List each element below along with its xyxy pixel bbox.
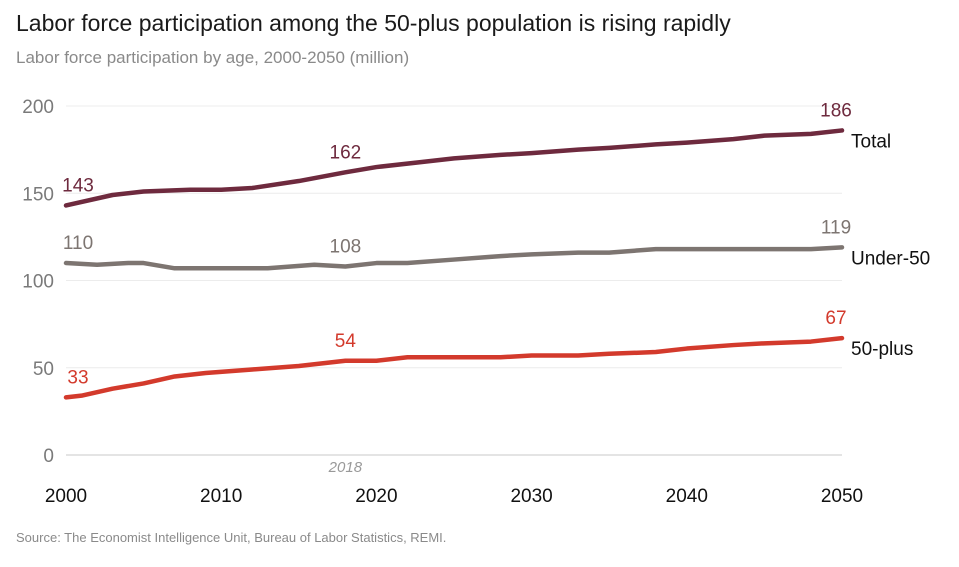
x-tick-label: 2000 xyxy=(45,486,87,507)
y-tick-label: 0 xyxy=(43,446,54,467)
series-label: Total xyxy=(851,131,891,152)
data-label: 33 xyxy=(67,367,88,388)
annotation-2018: 2018 xyxy=(328,459,363,476)
data-label: 67 xyxy=(825,308,846,329)
chart-subtitle: Labor force participation by age, 2000-2… xyxy=(16,48,410,67)
series-line-under-50 xyxy=(63,245,845,271)
y-tick-label: 150 xyxy=(22,184,54,205)
data-label: 186 xyxy=(820,100,852,121)
data-label: 110 xyxy=(63,233,93,254)
x-tick-label: 2010 xyxy=(200,486,242,507)
x-tick-label: 2050 xyxy=(821,486,863,507)
x-tick-label: 2020 xyxy=(355,486,397,507)
data-label: 108 xyxy=(330,237,362,258)
data-label: 119 xyxy=(821,217,851,238)
chart-title: Labor force participation among the 50-p… xyxy=(16,10,731,36)
data-label: 54 xyxy=(335,331,357,352)
source-note: Source: The Economist Intelligence Unit,… xyxy=(16,530,447,545)
series-line-total xyxy=(63,128,845,208)
series-line-50-plus xyxy=(63,335,845,400)
series-label: Under-50 xyxy=(851,248,930,269)
data-label: 143 xyxy=(62,175,94,196)
series-label: 50-plus xyxy=(851,339,913,360)
x-tick-label: 2040 xyxy=(666,486,708,507)
y-tick-label: 50 xyxy=(33,359,54,380)
y-tick-label: 100 xyxy=(22,272,54,293)
y-tick-label: 200 xyxy=(22,97,54,118)
x-tick-label: 2030 xyxy=(510,486,552,507)
data-label: 162 xyxy=(330,142,362,163)
